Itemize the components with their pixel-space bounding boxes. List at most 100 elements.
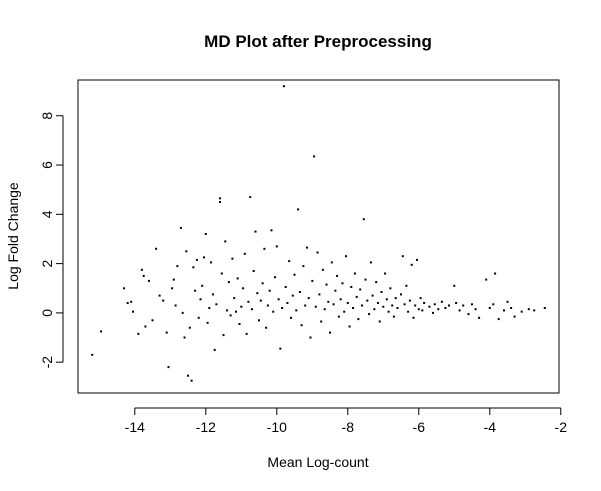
data-point	[249, 196, 252, 199]
data-point	[497, 318, 500, 321]
data-point	[414, 304, 417, 307]
y-tick-label: 6	[39, 161, 55, 169]
data-point	[384, 272, 387, 275]
data-point	[211, 293, 214, 296]
y-axis-label: Log Fold Change	[5, 182, 21, 290]
data-point	[334, 289, 337, 292]
data-point	[297, 208, 300, 211]
data-point	[286, 302, 289, 304]
data-point	[433, 303, 436, 306]
data-point	[91, 353, 94, 356]
data-point	[203, 256, 205, 259]
data-point	[183, 336, 186, 339]
data-point	[533, 309, 536, 312]
data-point	[290, 316, 292, 319]
data-point	[325, 283, 328, 286]
data-point	[345, 255, 347, 258]
x-tick-label: -4	[484, 419, 497, 435]
data-point	[188, 326, 191, 329]
data-point	[362, 218, 365, 221]
data-point	[219, 197, 221, 200]
plot-frame	[77, 79, 560, 394]
data-point	[330, 261, 333, 264]
data-point	[346, 302, 349, 304]
data-point	[474, 308, 477, 311]
data-point	[279, 347, 282, 350]
data-point	[332, 303, 335, 306]
data-point	[380, 291, 383, 293]
data-point	[222, 334, 225, 337]
data-point	[236, 277, 239, 280]
data-point	[247, 300, 250, 303]
data-point	[151, 319, 154, 322]
data-point	[373, 308, 376, 311]
data-point	[130, 300, 133, 303]
data-point	[199, 298, 202, 301]
data-point	[408, 299, 411, 302]
data-point	[215, 303, 218, 306]
data-point	[288, 260, 291, 263]
data-point	[242, 287, 245, 290]
data-point	[510, 307, 513, 309]
data-point	[506, 300, 509, 303]
data-point	[353, 272, 356, 275]
data-point	[304, 304, 307, 307]
data-point	[259, 299, 262, 302]
data-point	[229, 314, 232, 317]
data-point	[227, 281, 230, 284]
data-point	[266, 304, 269, 307]
data-point	[543, 307, 546, 309]
data-point	[453, 284, 456, 287]
x-axis-label: Mean Log-count	[267, 454, 368, 470]
y-tick-label: 2	[39, 260, 55, 268]
data-point	[265, 326, 268, 329]
chart-title: MD Plot after Preprocessing	[204, 32, 432, 51]
data-point	[224, 240, 227, 243]
data-point	[275, 245, 278, 248]
data-point	[389, 287, 392, 290]
y-tick-label: 0	[39, 309, 55, 317]
x-tick-label: -14	[125, 419, 145, 435]
data-point	[364, 278, 367, 281]
data-point	[410, 263, 413, 266]
data-point	[513, 315, 516, 318]
data-point	[488, 307, 491, 309]
x-tick-label: -12	[196, 419, 216, 435]
data-point	[458, 309, 461, 312]
data-point	[407, 310, 410, 313]
data-point	[394, 297, 397, 300]
data-point	[400, 293, 402, 296]
data-point	[382, 305, 385, 308]
data-point	[174, 304, 177, 307]
data-point	[219, 201, 221, 203]
data-point	[485, 278, 488, 281]
data-point	[258, 319, 260, 322]
data-point	[348, 325, 351, 328]
data-point	[371, 294, 374, 297]
data-point	[387, 310, 390, 313]
data-point	[195, 258, 198, 261]
data-point	[277, 298, 280, 301]
data-point	[192, 266, 195, 269]
data-point	[503, 309, 505, 312]
data-point	[375, 281, 378, 284]
data-point	[206, 321, 209, 324]
data-point	[181, 311, 184, 314]
x-tick-label: -6	[413, 419, 426, 435]
y-tick-label: -2	[39, 356, 55, 369]
data-point	[172, 278, 175, 281]
data-point	[233, 297, 236, 300]
data-point	[412, 316, 415, 319]
data-point	[252, 270, 255, 272]
data-point	[448, 304, 450, 307]
data-point	[421, 309, 424, 312]
data-point	[428, 305, 431, 308]
data-point	[213, 348, 216, 351]
data-point	[403, 303, 406, 306]
data-point	[416, 258, 418, 261]
data-point	[320, 320, 323, 323]
data-point	[392, 315, 395, 318]
x-tick-label: -2	[555, 419, 568, 435]
data-point	[220, 272, 223, 275]
